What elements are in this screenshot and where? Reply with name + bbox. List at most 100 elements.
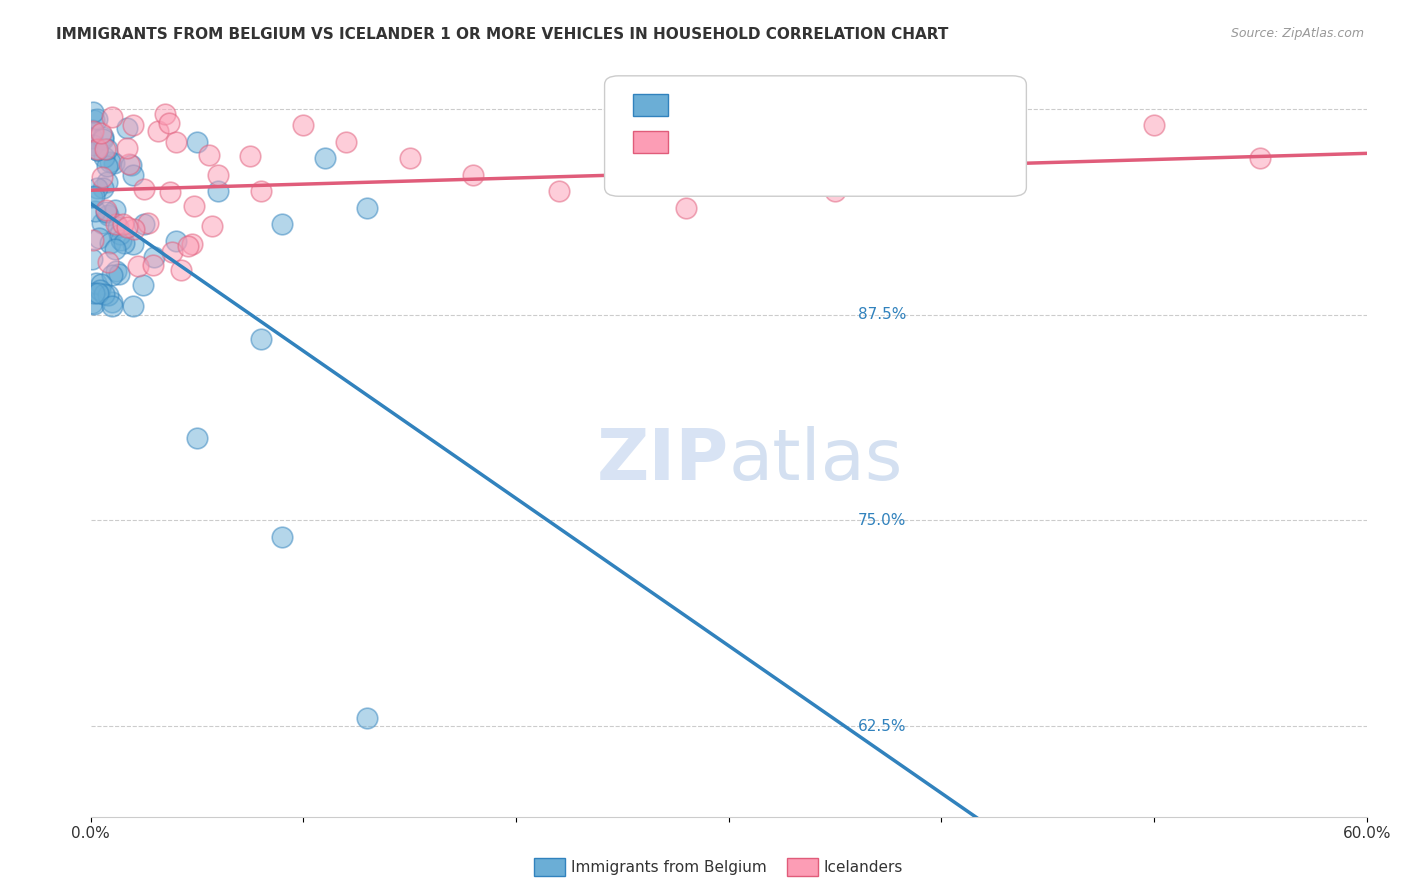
Point <box>675 201 697 215</box>
Point <box>86 144 108 158</box>
Point <box>186 431 208 445</box>
Point <box>463 168 485 182</box>
Point <box>96 159 118 173</box>
Point <box>165 234 187 248</box>
Point <box>207 168 229 182</box>
Point <box>122 168 145 182</box>
Point <box>153 107 176 121</box>
Point <box>93 286 115 301</box>
Point <box>96 204 118 219</box>
Point <box>314 152 336 166</box>
Point <box>86 112 108 126</box>
Point <box>335 135 357 149</box>
Point <box>132 217 155 231</box>
Point <box>1249 152 1271 166</box>
Point <box>86 277 108 291</box>
Point <box>132 277 155 292</box>
Point <box>201 219 224 233</box>
Point <box>101 295 124 310</box>
Point <box>86 143 108 157</box>
Point <box>80 295 103 310</box>
Point <box>101 268 124 283</box>
Point <box>108 227 131 242</box>
Point <box>197 148 219 162</box>
Point <box>89 283 111 297</box>
Point <box>1143 119 1166 133</box>
Point <box>108 267 131 281</box>
Point <box>103 156 125 170</box>
Text: Immigrants from Belgium: Immigrants from Belgium <box>571 861 766 875</box>
Point <box>103 242 125 256</box>
Point <box>82 124 104 138</box>
Point <box>82 137 104 152</box>
Point <box>136 216 159 230</box>
Point <box>120 158 142 172</box>
Point <box>271 217 294 231</box>
Text: R = 0.126    N = 65: R = 0.126 N = 65 <box>678 95 853 113</box>
Point <box>93 150 115 164</box>
Point <box>169 263 191 277</box>
Point <box>87 285 110 300</box>
Point <box>356 201 378 215</box>
Point <box>86 142 108 156</box>
Point <box>91 170 114 185</box>
Point <box>398 152 420 166</box>
Point <box>112 218 135 232</box>
Point <box>146 124 169 138</box>
Text: IMMIGRANTS FROM BELGIUM VS ICELANDER 1 OR MORE VEHICLES IN HOUSEHOLD CORRELATION: IMMIGRANTS FROM BELGIUM VS ICELANDER 1 O… <box>56 27 949 42</box>
Point <box>143 250 166 264</box>
Point <box>82 131 104 145</box>
Point <box>292 119 315 133</box>
Point <box>82 233 104 247</box>
Point <box>117 120 139 135</box>
Point <box>112 236 135 251</box>
Point <box>110 233 132 247</box>
Point <box>98 236 121 251</box>
Text: 100.0%: 100.0% <box>858 102 915 117</box>
Point <box>547 184 569 198</box>
Point <box>104 264 127 278</box>
Point <box>94 142 117 156</box>
Point <box>107 220 129 235</box>
Point <box>91 181 114 195</box>
Point <box>180 237 202 252</box>
Text: R = 0.374    N = 45: R = 0.374 N = 45 <box>678 133 853 151</box>
Point <box>97 208 120 222</box>
Text: 87.5%: 87.5% <box>858 307 905 322</box>
Point <box>271 530 294 544</box>
Point <box>183 199 205 213</box>
Text: Source: ZipAtlas.com: Source: ZipAtlas.com <box>1230 27 1364 40</box>
Point <box>83 188 105 202</box>
Text: 75.0%: 75.0% <box>858 513 905 528</box>
Point <box>207 184 229 198</box>
Point <box>117 219 139 234</box>
Point <box>97 288 120 302</box>
Point <box>122 119 145 133</box>
Point <box>177 239 200 253</box>
Point <box>90 277 112 292</box>
Point <box>98 155 121 169</box>
Point <box>91 130 114 145</box>
Point <box>82 190 104 204</box>
Point <box>824 184 846 198</box>
Point <box>165 135 187 149</box>
Point <box>249 332 271 346</box>
Point <box>249 184 271 198</box>
Text: ZIP: ZIP <box>596 426 728 495</box>
Point <box>86 180 108 194</box>
Point <box>90 126 112 140</box>
Point <box>115 141 138 155</box>
Point <box>83 297 105 311</box>
Point <box>80 123 103 137</box>
Point <box>973 168 995 182</box>
Point <box>159 185 181 199</box>
Point <box>96 142 118 156</box>
Text: atlas: atlas <box>728 426 903 495</box>
Point <box>124 222 146 236</box>
Point <box>87 231 110 245</box>
Point <box>118 157 141 171</box>
Point <box>122 237 145 252</box>
Point <box>80 252 103 266</box>
Text: Icelanders: Icelanders <box>824 861 903 875</box>
Point <box>96 175 118 189</box>
